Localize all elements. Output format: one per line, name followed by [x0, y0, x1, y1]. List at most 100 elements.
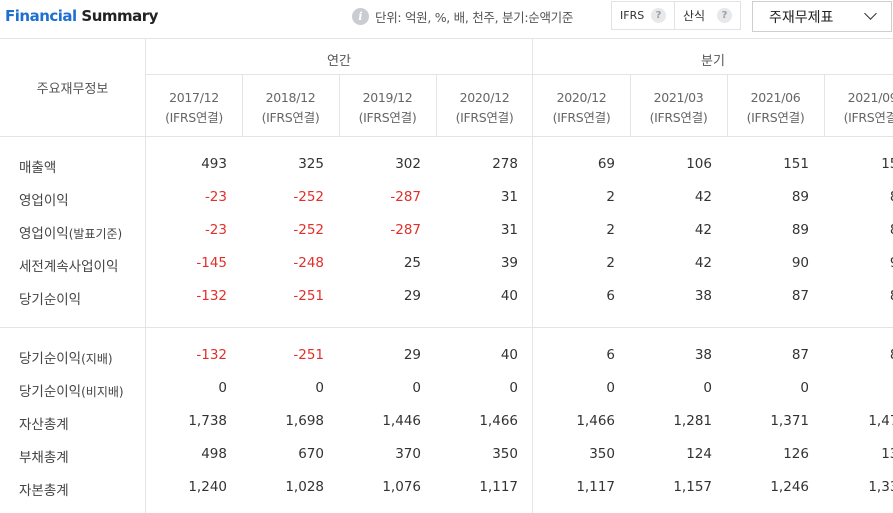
- corner-header: 주요재무정보: [36, 82, 109, 97]
- table-cell: 6: [606, 288, 615, 304]
- period-header: 2021/09 (IFRS연결): [824, 88, 893, 128]
- table-cell: 2: [606, 189, 615, 205]
- formula-button[interactable]: 산식 ?: [675, 1, 741, 30]
- row-label: 자산총계: [19, 413, 69, 433]
- table-cell: 39: [500, 255, 518, 271]
- period-header: 2021/03 (IFRS연결): [630, 88, 727, 128]
- table-cell: 25: [403, 255, 421, 271]
- table-cell: 69: [597, 156, 615, 172]
- row-label: 당기순이익: [19, 288, 81, 308]
- grid-line: [339, 74, 340, 136]
- row-label: 영업이익: [19, 189, 69, 209]
- row-label: 자본총계: [19, 479, 69, 499]
- period-header: 2020/12 (IFRS연결): [436, 88, 533, 128]
- table-cell: 0: [606, 380, 615, 396]
- grid-line: [0, 136, 893, 137]
- row-label: 부채총계: [19, 446, 69, 466]
- table-cell: 90: [824, 255, 893, 271]
- period-date: 2017/12: [169, 90, 219, 105]
- table-cell: -23: [204, 189, 227, 205]
- table-cell: 370: [395, 446, 421, 462]
- row-label-sub: (지배): [81, 352, 113, 366]
- table-cell: 139: [881, 446, 893, 462]
- grid-line: [824, 74, 825, 136]
- table-cell: 40: [500, 288, 518, 304]
- row-label-main: 매출액: [19, 160, 57, 176]
- ifrs-button[interactable]: IFRS ?: [611, 1, 675, 30]
- table-cell: 1,117: [576, 479, 615, 495]
- grid-line: [436, 74, 437, 136]
- row-label-main: 자본총계: [19, 483, 69, 499]
- row-label-main: 당기순이익: [19, 384, 82, 400]
- row-label-main: 영업이익: [19, 226, 69, 242]
- info-icon[interactable]: i: [352, 7, 369, 25]
- title-financial: Financial: [5, 7, 77, 25]
- row-label: 당기순이익(지배): [19, 347, 113, 367]
- row-label-main: 영업이익: [19, 193, 69, 209]
- annual-group-header: 연간: [327, 54, 351, 69]
- table-cell: 1,240: [188, 479, 227, 495]
- table-cell: -251: [293, 288, 324, 304]
- quarter-group-header: 분기: [701, 54, 725, 69]
- period-basis: (IFRS연결): [165, 110, 223, 125]
- table-cell: 0: [412, 380, 421, 396]
- table-cell: 31: [500, 222, 518, 238]
- help-icon[interactable]: ?: [717, 8, 732, 23]
- table-cell: -132: [196, 347, 227, 363]
- statement-type-select[interactable]: 주재무제표: [752, 1, 892, 32]
- table-cell: 2: [606, 255, 615, 271]
- period-date: 2021/03: [653, 90, 704, 105]
- table-cell: 42: [694, 255, 712, 271]
- period-basis: (IFRS연결): [746, 110, 805, 125]
- table-cell: 85: [824, 288, 893, 304]
- table-cell: 325: [298, 156, 324, 172]
- period-basis: (IFRS연결): [261, 110, 320, 125]
- table-cell: 29: [403, 288, 421, 304]
- table-cell: 0: [509, 380, 518, 396]
- unit-info: i 단위: 억원, %, 배, 천주, 분기:순액기준: [352, 5, 573, 27]
- table-cell: -248: [293, 255, 324, 271]
- table-cell: 1,333: [868, 479, 893, 495]
- table-cell: 1,371: [770, 413, 809, 429]
- table-cell: 87: [824, 222, 893, 238]
- period-date: 2020/12: [556, 90, 607, 105]
- period-date: 2019/12: [362, 90, 413, 105]
- table-cell: -132: [196, 288, 227, 304]
- row-label-main: 세전계속사업이익: [19, 259, 119, 275]
- table-cell: 151: [783, 156, 809, 172]
- formula-label: 산식: [683, 9, 706, 23]
- table-cell: 1,281: [673, 413, 712, 429]
- table-cell: -145: [196, 255, 227, 271]
- period-header: 2017/12 (IFRS연결): [146, 88, 242, 128]
- table-cell: 38: [694, 347, 712, 363]
- grid-line: [0, 327, 893, 328]
- table-cell: 0: [703, 380, 712, 396]
- title-summary: Summary: [76, 7, 158, 25]
- table-cell: 2: [606, 222, 615, 238]
- row-label-main: 자산총계: [19, 417, 69, 433]
- table-cell: 0: [315, 380, 324, 396]
- table-cell: 38: [694, 288, 712, 304]
- help-icon[interactable]: ?: [651, 8, 666, 23]
- summary-header: Financial Summary i 단위: 억원, %, 배, 천주, 분기…: [0, 0, 893, 35]
- grid-line: [242, 74, 243, 136]
- table-cell: 278: [492, 156, 518, 172]
- table-cell: -252: [293, 189, 324, 205]
- table-cell: 31: [500, 189, 518, 205]
- row-label-main: 당기순이익: [19, 351, 82, 367]
- grid-line: [727, 74, 728, 136]
- row-label: 영업이익(발표기준): [19, 222, 122, 242]
- period-header: 2020/12 (IFRS연결): [533, 88, 630, 128]
- table-cell: -251: [293, 347, 324, 363]
- row-label: 세전계속사업이익: [19, 255, 118, 275]
- table-cell: 42: [694, 222, 712, 238]
- table-cell: 1,076: [382, 479, 421, 495]
- period-basis: (IFRS연결): [455, 110, 514, 125]
- ifrs-label: IFRS: [620, 9, 645, 22]
- table-cell: 1,698: [285, 413, 324, 429]
- table-cell: 1,446: [382, 413, 421, 429]
- period-header: 2018/12 (IFRS연결): [242, 88, 339, 128]
- table-cell: 1,466: [479, 413, 518, 429]
- period-basis: (IFRS연결): [358, 110, 417, 125]
- page-title: Financial Summary: [5, 7, 158, 25]
